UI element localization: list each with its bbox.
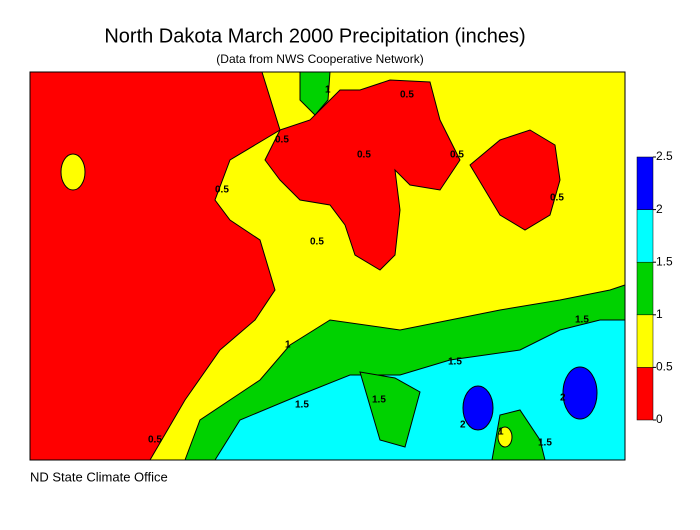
legend-swatch	[636, 314, 654, 368]
legend-swatch	[636, 261, 654, 316]
contour-label: 2	[460, 420, 466, 431]
contour-label: 1	[285, 340, 291, 351]
contour-label: 0.5	[400, 90, 414, 101]
legend-tick-label: 2	[656, 202, 663, 216]
region	[469, 129, 561, 231]
map	[29, 71, 626, 461]
region	[359, 371, 421, 448]
region	[60, 153, 86, 191]
region	[264, 79, 461, 271]
legend-tick-label: 1	[656, 307, 663, 321]
title: North Dakota March 2000 Precipitation (i…	[104, 25, 525, 47]
contour-label: 0.5	[310, 237, 324, 248]
contour-label: 2	[560, 393, 566, 404]
contour-label: 1.5	[538, 438, 552, 449]
legend: 0 0.5 1 1.5 2 2.5	[636, 149, 673, 426]
contour-label: 1.5	[372, 395, 386, 406]
contour-label: 0.5	[275, 135, 289, 146]
legend-swatch	[636, 209, 654, 263]
contour-label: 0.5	[148, 435, 162, 446]
contour-label: 0.5	[550, 193, 564, 204]
legend-swatch	[636, 156, 654, 210]
contour-label: 1	[498, 427, 504, 438]
region	[462, 385, 494, 431]
contour-label: 0.5	[450, 150, 464, 161]
contour-label: 1	[325, 85, 331, 96]
region	[491, 409, 546, 461]
region	[299, 71, 331, 116]
legend-swatch	[636, 367, 654, 421]
region	[562, 366, 598, 420]
footer: ND State Climate Office	[30, 469, 168, 484]
legend-tick-label: 2.5	[656, 149, 673, 163]
contour-label: 0.5	[357, 150, 371, 161]
legend-tick-label: 0.5	[656, 360, 673, 374]
contour-label: 0.5	[215, 185, 229, 196]
contour-labels: 0.5 0.5 0.5 0.5 0.5 0.5 0.5 0.5 1 1 1.5 …	[148, 85, 589, 449]
legend-tick-label: 0	[656, 412, 663, 426]
contour-label: 1.5	[448, 357, 462, 368]
legend-tick-label: 1.5	[656, 254, 673, 268]
contour-label: 1.5	[295, 400, 309, 411]
contour-label: 1.5	[575, 315, 589, 326]
region	[497, 426, 513, 448]
subtitle: (Data from NWS Cooperative Network)	[216, 52, 423, 66]
